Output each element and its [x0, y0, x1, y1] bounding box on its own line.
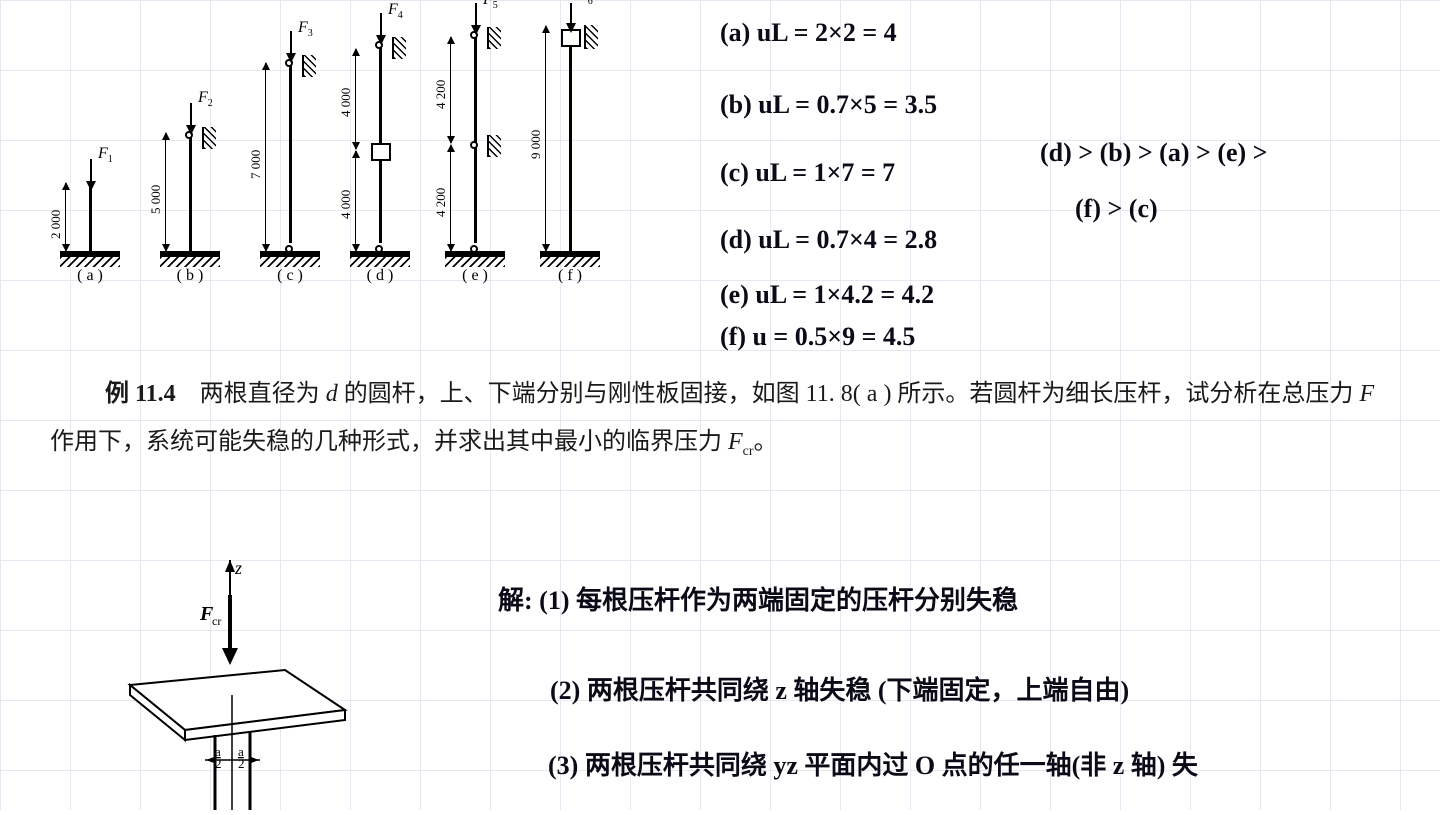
dim-c: 7 000 — [248, 150, 264, 179]
hw-d: (d) uL = 0.7×4 = 2.8 — [720, 225, 937, 255]
dim-a: 2 000 — [48, 210, 64, 239]
sol-3: (3) 两根压杆共同绕 yz 平面内过 O 点的任一轴(非 z 轴) 失 — [548, 745, 1198, 782]
svg-text:2: 2 — [238, 756, 245, 771]
force-label-a: F1 — [98, 145, 113, 165]
hw-c: (c) uL = 1×7 = 7 — [720, 158, 895, 188]
example-label: 例 11.4 — [105, 381, 176, 407]
dim-f: 9 000 — [528, 130, 544, 159]
col-label-b: ( b ) — [160, 267, 220, 285]
svg-text:cr: cr — [212, 614, 221, 628]
dim-e2: 4 200 — [433, 80, 449, 109]
svg-text:2: 2 — [215, 756, 222, 771]
dim-d1: 4 000 — [338, 190, 354, 219]
col-label-e: ( e ) — [445, 267, 505, 285]
hw-e: (e) uL = 1×4.2 = 4.2 — [720, 280, 934, 310]
sol-2: (2) 两根压杆共同绕 z 轴失稳 (下端固定，上端自由) — [550, 670, 1129, 707]
hw-a: (a) uL = 2×2 = 4 — [720, 18, 897, 48]
col-label-a: ( a ) — [60, 267, 120, 285]
hw-b: (b) uL = 0.7×5 = 3.5 — [720, 90, 937, 120]
hw-rank1: (d) > (b) > (a) > (e) > — [1040, 138, 1268, 168]
problem-text: 例 11.4 两根直径为 d 的圆杆，上、下端分别与刚性板固接，如图 11. 8… — [50, 370, 1400, 466]
dim-e1: 4 200 — [433, 188, 449, 217]
col-label-d: ( d ) — [350, 267, 410, 285]
col-label-f: ( f ) — [540, 267, 600, 285]
dim-b: 5 000 — [148, 185, 164, 214]
column-diagrams: F1 2 000 ( a ) F2 5 000 ( b ) — [60, 5, 670, 305]
dim-d2: 4 000 — [338, 88, 354, 117]
col-label-c: ( c ) — [260, 267, 320, 285]
hw-rank2: (f) > (c) — [1075, 194, 1158, 224]
hw-f: (f) u = 0.5×9 = 4.5 — [720, 322, 915, 352]
isometric-diagram: z F cr a 2 a 2 — [100, 560, 360, 810]
sol-head: 解: (1) 每根压杆作为两端固定的压杆分别失稳 — [498, 580, 1018, 617]
svg-text:z: z — [234, 560, 242, 578]
